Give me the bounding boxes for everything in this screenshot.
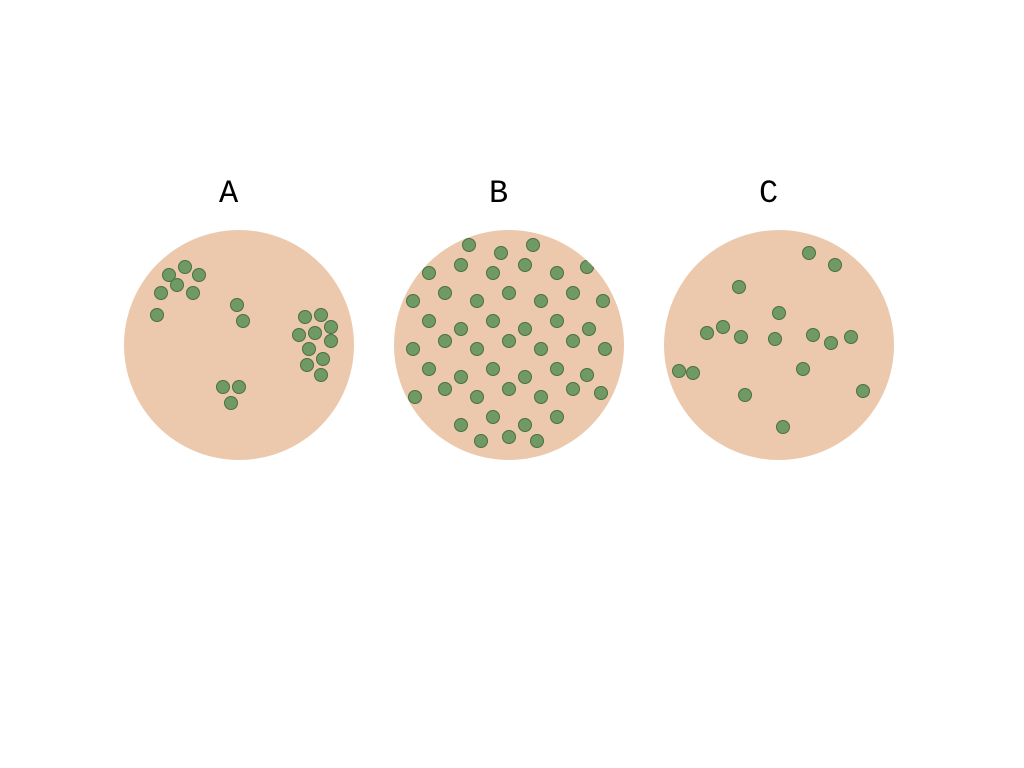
dot	[502, 334, 516, 348]
dot	[230, 298, 244, 312]
dot	[596, 294, 610, 308]
dot	[470, 294, 484, 308]
dot	[566, 286, 580, 300]
dot	[170, 278, 184, 292]
dot	[408, 390, 422, 404]
dot	[768, 332, 782, 346]
dot	[486, 314, 500, 328]
dot	[806, 328, 820, 342]
dot	[502, 286, 516, 300]
dot	[598, 342, 612, 356]
dot	[844, 330, 858, 344]
dot	[772, 306, 786, 320]
dot	[470, 390, 484, 404]
dot	[494, 246, 508, 260]
dot	[502, 382, 516, 396]
dot	[534, 342, 548, 356]
dot	[518, 258, 532, 272]
dot	[686, 366, 700, 380]
dot	[582, 322, 596, 336]
dot	[314, 368, 328, 382]
dot	[534, 390, 548, 404]
dot	[796, 362, 810, 376]
dot	[178, 260, 192, 274]
dot	[530, 434, 544, 448]
dot	[406, 294, 420, 308]
panel-label-b: B	[489, 175, 529, 212]
dot	[486, 362, 500, 376]
dish-b	[394, 230, 624, 460]
dot	[314, 308, 328, 322]
dot	[308, 326, 322, 340]
dot	[716, 320, 730, 334]
dot	[302, 342, 316, 356]
dot	[316, 352, 330, 366]
panel-label-a: A	[219, 175, 259, 212]
dot	[856, 384, 870, 398]
dot	[224, 396, 238, 410]
dot	[236, 314, 250, 328]
dot	[216, 380, 230, 394]
dot	[186, 286, 200, 300]
dot	[550, 362, 564, 376]
dot	[700, 326, 714, 340]
dot	[192, 268, 206, 282]
dot	[324, 320, 338, 334]
dot	[150, 308, 164, 322]
dot	[422, 314, 436, 328]
dot	[738, 388, 752, 402]
dish-c	[664, 230, 894, 460]
dot	[486, 266, 500, 280]
dot	[406, 342, 420, 356]
dot	[438, 286, 452, 300]
dot	[292, 328, 306, 342]
dot	[518, 418, 532, 432]
dot	[828, 258, 842, 272]
dot	[566, 382, 580, 396]
dot	[462, 238, 476, 252]
dot	[470, 342, 484, 356]
dot	[422, 266, 436, 280]
dot	[580, 368, 594, 382]
dot	[298, 310, 312, 324]
panel-label-c: C	[759, 175, 799, 212]
dot	[580, 260, 594, 274]
dish-a	[124, 230, 354, 460]
dot	[732, 280, 746, 294]
dot	[802, 246, 816, 260]
dot	[502, 430, 516, 444]
dot	[422, 362, 436, 376]
dot	[486, 410, 500, 424]
dot	[518, 322, 532, 336]
dot	[438, 382, 452, 396]
dot	[566, 334, 580, 348]
dot	[474, 434, 488, 448]
dot	[550, 314, 564, 328]
dot	[438, 334, 452, 348]
dot	[734, 330, 748, 344]
dot	[672, 364, 686, 378]
dot	[594, 386, 608, 400]
dot	[232, 380, 246, 394]
dot	[454, 322, 468, 336]
dot	[776, 420, 790, 434]
dot	[550, 410, 564, 424]
dot	[300, 358, 314, 372]
dot	[324, 334, 338, 348]
dot	[824, 336, 838, 350]
dot	[454, 258, 468, 272]
dot	[534, 294, 548, 308]
dot	[454, 418, 468, 432]
dot	[454, 370, 468, 384]
diagram-stage: A B C	[0, 0, 1024, 768]
dot	[526, 238, 540, 252]
dot	[154, 286, 168, 300]
dot	[518, 370, 532, 384]
dot	[550, 266, 564, 280]
